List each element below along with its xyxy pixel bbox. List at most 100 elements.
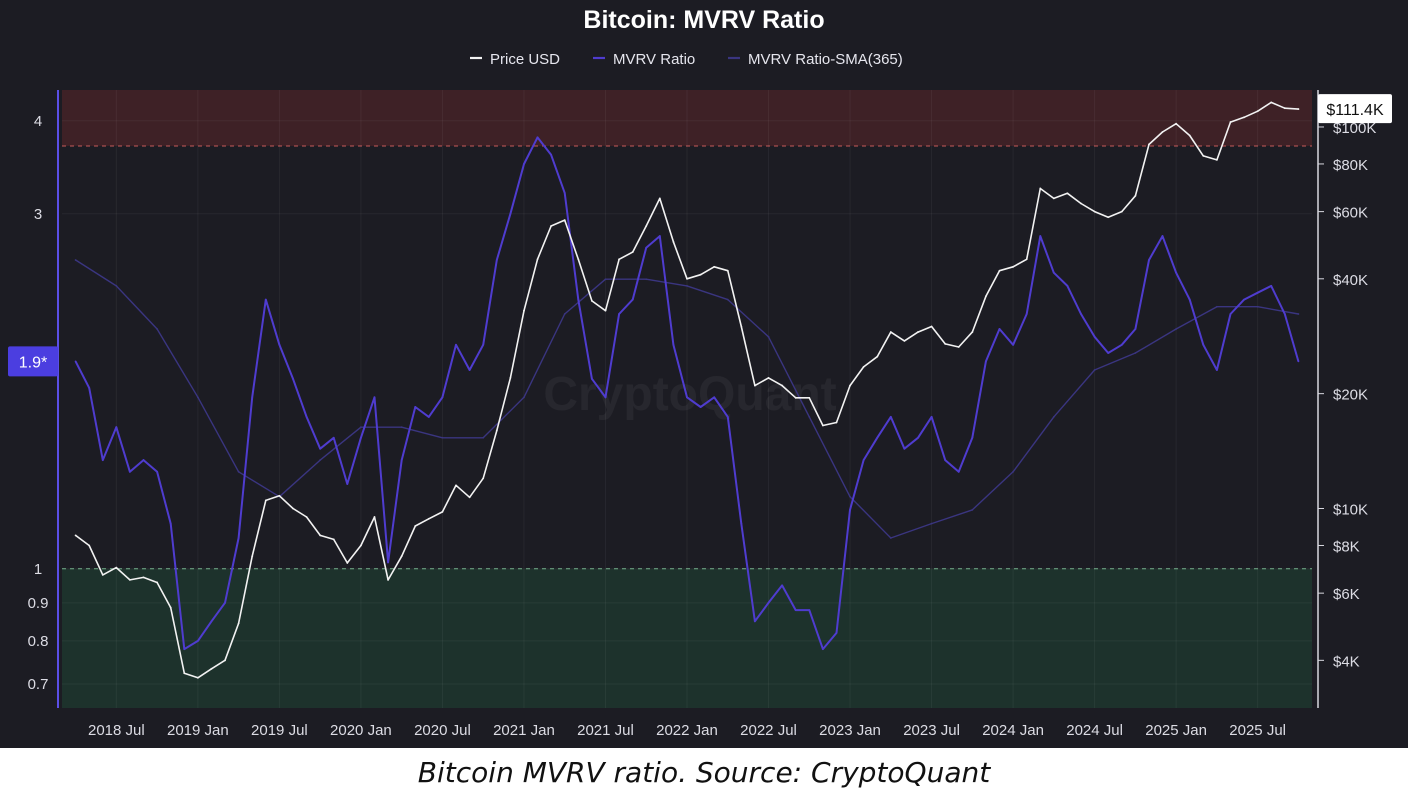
sma-line-point <box>482 436 485 439</box>
x-tick-label: 2025 Jul <box>1229 722 1286 739</box>
sma-line-point <box>1052 416 1055 418</box>
mvrv-line-point <box>1012 343 1014 346</box>
price-line-point <box>808 396 811 399</box>
right-tick-label: $80K <box>1333 157 1368 174</box>
price-line-point <box>563 219 566 222</box>
mvrv-line-point <box>142 459 145 461</box>
mvrv-line-point <box>1120 343 1123 346</box>
mvrv-line-point <box>1161 235 1164 237</box>
valuation-zones <box>62 90 1312 708</box>
current-value-badges: 1.9* $111.4K <box>8 94 1392 377</box>
legend[interactable]: Price USD MVRV Ratio MVRV Ratio-SMA(365) <box>470 51 903 68</box>
figure-caption: Bitcoin MVRV ratio. Source: CryptoQuant <box>417 756 991 789</box>
price-line-point <box>523 309 525 312</box>
price-line-point <box>251 555 254 558</box>
sma-line-point <box>808 416 811 418</box>
sma-line-point <box>971 508 974 511</box>
price-line-point <box>1188 134 1191 137</box>
right-tick-label: $40K <box>1333 272 1368 289</box>
mvrv-line-point <box>1066 284 1069 287</box>
mvrv-line-point <box>346 483 349 485</box>
mvrv-line-point <box>713 396 716 399</box>
mvrv-line-point <box>1215 369 1218 371</box>
mvrv-line-point <box>1039 235 1042 237</box>
mvrv-line-point <box>414 406 417 408</box>
x-tick-label: 2019 Jan <box>167 722 229 739</box>
price-line-point <box>387 578 389 581</box>
mvrv-line-point <box>523 163 525 165</box>
x-tick-label: 2021 Jan <box>493 722 555 739</box>
sma-line-point <box>726 298 729 301</box>
mvrv-line-point <box>658 235 661 237</box>
price-line-point <box>74 534 77 537</box>
price-line-point <box>550 225 553 227</box>
mvrv-line-point <box>224 601 226 604</box>
sma-line-point <box>645 278 648 281</box>
right-tick-label: $60K <box>1333 205 1368 222</box>
price-line-point <box>944 343 947 345</box>
mvrv-line-point <box>645 246 648 249</box>
price-line-point <box>767 376 770 379</box>
mvrv-line-point <box>998 328 1001 330</box>
price-line-point <box>754 384 756 387</box>
mvrv-line-point <box>917 436 919 439</box>
mvrv-line-point <box>101 459 104 461</box>
price-line-point <box>889 331 892 333</box>
price-line-point <box>1256 110 1259 113</box>
mvrv-line-point <box>169 522 172 525</box>
price-line-point <box>631 251 634 253</box>
sma-line-point <box>400 426 403 429</box>
price-line-point <box>849 384 851 387</box>
price-line-point <box>645 225 648 227</box>
mvrv-line-point <box>1243 298 1245 301</box>
current-price-badge <box>1318 94 1392 124</box>
price-line-point <box>1080 202 1082 205</box>
mvrv-line-point <box>115 426 118 429</box>
sma-line-point <box>1215 305 1218 308</box>
x-tick-label: 2023 Jan <box>819 722 881 739</box>
mvrv-line-point <box>835 632 838 634</box>
x-tick-label: 2022 Jan <box>656 722 718 739</box>
sma-line-point <box>604 278 607 281</box>
mvrv-line-point <box>971 436 974 439</box>
sma-line-point <box>1256 305 1259 308</box>
price-line-point <box>672 240 675 243</box>
mvrv-line-point <box>889 416 892 418</box>
mvrv-line-point <box>821 648 824 650</box>
price-line-point <box>998 269 1001 272</box>
price-line-point <box>1243 116 1245 119</box>
mvrv-line-point <box>305 416 308 418</box>
mvrv-line-point <box>1175 271 1178 274</box>
price-line-point <box>1161 131 1164 133</box>
left-tick-label: 0.7 <box>28 676 49 693</box>
mvrv-line-point <box>686 396 688 399</box>
legend-item-label[interactable]: Price USD <box>490 51 560 68</box>
price-line-point <box>509 376 512 379</box>
mvrv-line-point <box>1107 352 1110 354</box>
mvrv-line-point <box>550 153 553 156</box>
mvrv-line-point <box>1229 313 1232 315</box>
price-line-point <box>1148 143 1150 146</box>
sma-line-point <box>1297 313 1300 315</box>
mvrv-line-point <box>767 601 770 604</box>
x-tick-label: 2024 Jan <box>982 722 1044 739</box>
sma-line-point <box>1175 328 1178 330</box>
price-line-point <box>196 676 199 679</box>
price-line-point <box>441 510 444 513</box>
mvrv-line-point <box>577 298 580 301</box>
price-line-point <box>658 197 661 200</box>
legend-item-label[interactable]: MVRV Ratio-SMA(365) <box>748 51 903 68</box>
sma-line-point <box>767 335 770 338</box>
mvrv-line-point <box>360 436 362 439</box>
legend-item-label[interactable]: MVRV Ratio <box>613 51 695 68</box>
overvalued-zone <box>62 90 1312 146</box>
price-line-point <box>88 544 91 547</box>
right-tick-label: $8K <box>1333 538 1360 555</box>
mvrv-line-point <box>1297 360 1300 363</box>
mvrv-line-point <box>495 259 498 261</box>
price-line-point <box>930 325 933 328</box>
mvrv-line-point <box>319 447 322 450</box>
mvrv-line-point <box>808 609 811 611</box>
mvrv-line-point <box>631 298 634 301</box>
sma-line-point <box>74 259 77 261</box>
